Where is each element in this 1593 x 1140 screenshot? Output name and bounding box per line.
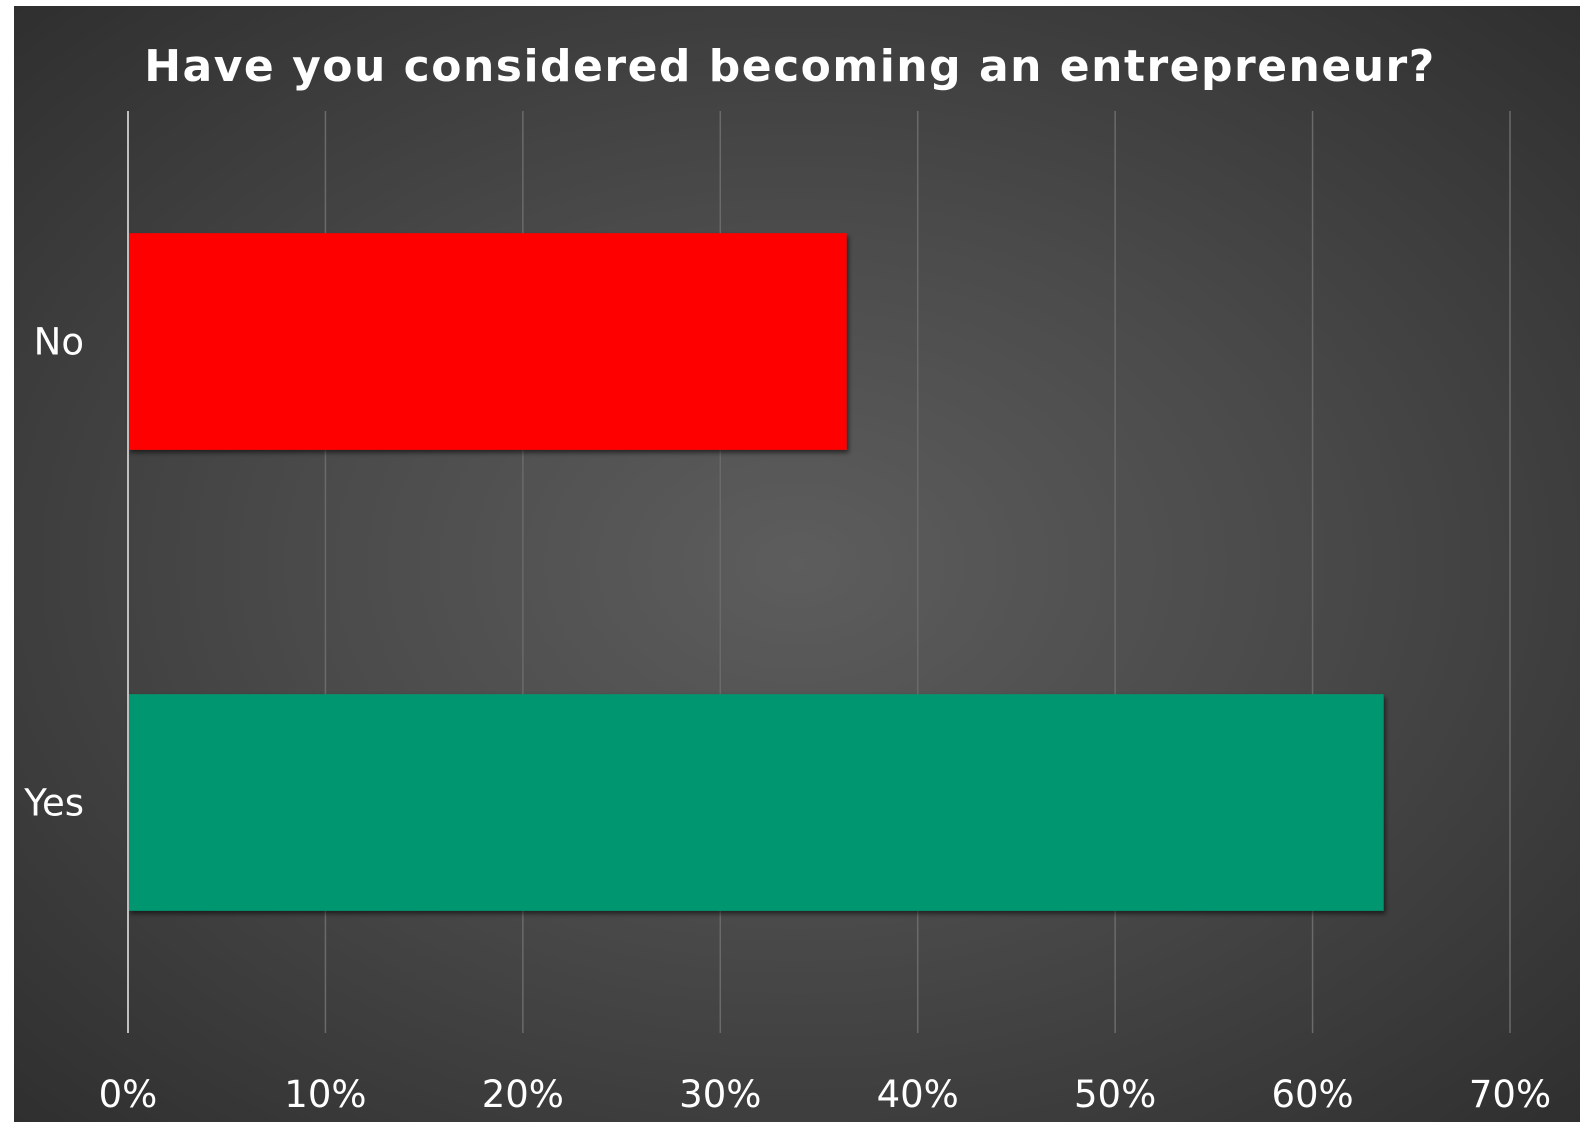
bar-no [128,233,847,450]
bar-yes [128,694,1384,911]
x-tick-label: 10% [284,1073,366,1116]
x-tick-label: 40% [877,1073,959,1116]
x-tick-label: 30% [679,1073,761,1116]
chart-frame: Have you considered becoming an entrepre… [14,6,1580,1122]
chart-title: Have you considered becoming an entrepre… [144,41,1436,92]
x-tick-label: 20% [482,1073,564,1116]
category-label-yes: Yes [23,782,84,825]
x-tick-label: 70% [1469,1073,1551,1116]
category-label-no: No [34,321,84,364]
x-tick-label: 0% [99,1073,158,1116]
x-tick-label: 50% [1074,1073,1156,1116]
x-tick-labels: 0% 10% 20% 30% 40% 50% 60% 70% [99,1073,1551,1116]
bar-chart: Have you considered becoming an entrepre… [23,41,1551,1116]
category-labels: No Yes [23,321,84,825]
x-tick-label: 60% [1271,1073,1353,1116]
bars [128,233,1384,911]
